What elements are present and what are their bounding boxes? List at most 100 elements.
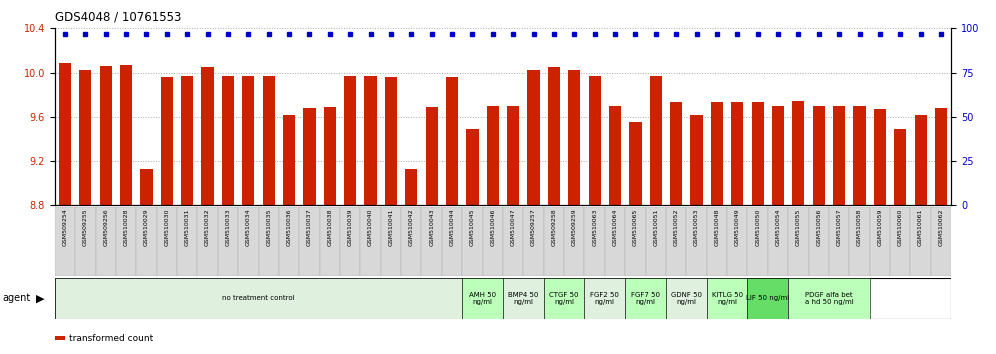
Bar — [589, 76, 601, 205]
Text: KITLG 50
ng/ml: KITLG 50 ng/ml — [711, 292, 743, 305]
Bar — [55, 207, 75, 276]
Text: GSM510041: GSM510041 — [388, 209, 393, 246]
Bar — [747, 278, 788, 319]
Bar — [605, 207, 625, 276]
Bar — [80, 70, 92, 205]
Bar — [544, 207, 564, 276]
Bar — [75, 207, 96, 276]
Bar — [503, 207, 523, 276]
Bar — [222, 76, 234, 205]
Bar — [645, 207, 666, 276]
Text: no treatment control: no treatment control — [222, 295, 295, 301]
Bar — [466, 129, 478, 205]
Text: GSM509256: GSM509256 — [104, 209, 109, 246]
Text: GSM510044: GSM510044 — [449, 209, 454, 246]
Bar — [792, 101, 805, 205]
Bar — [686, 207, 707, 276]
Bar — [609, 106, 622, 205]
Text: GSM510062: GSM510062 — [938, 209, 943, 246]
Text: GSM510036: GSM510036 — [287, 209, 292, 246]
Bar — [625, 207, 645, 276]
Bar — [666, 207, 686, 276]
Text: GSM510030: GSM510030 — [164, 209, 169, 246]
Text: GSM510046: GSM510046 — [490, 209, 495, 246]
Bar — [873, 109, 886, 205]
Text: GSM510050: GSM510050 — [755, 209, 760, 246]
Bar — [548, 67, 560, 205]
Bar — [324, 107, 336, 205]
Bar — [629, 122, 641, 205]
Bar — [384, 77, 397, 205]
Bar — [140, 169, 152, 205]
Bar — [890, 207, 910, 276]
Bar — [752, 102, 764, 205]
Text: FGF2 50
ng/ml: FGF2 50 ng/ml — [591, 292, 620, 305]
Bar — [829, 207, 850, 276]
Text: GSM510059: GSM510059 — [877, 209, 882, 246]
Bar — [813, 106, 825, 205]
Bar — [690, 115, 702, 205]
Bar — [727, 207, 747, 276]
Bar — [788, 278, 870, 319]
Bar — [503, 278, 544, 319]
Text: GSM510049: GSM510049 — [735, 209, 740, 246]
Bar — [136, 207, 156, 276]
Bar — [768, 207, 788, 276]
Bar — [854, 106, 866, 205]
Bar — [201, 67, 214, 205]
Bar — [568, 70, 581, 205]
Bar — [666, 278, 707, 319]
Bar — [304, 108, 316, 205]
Bar — [279, 207, 299, 276]
Bar — [116, 207, 136, 276]
Text: GSM510052: GSM510052 — [673, 209, 678, 246]
Bar — [380, 207, 401, 276]
Text: GSM510035: GSM510035 — [266, 209, 271, 246]
Bar — [156, 207, 177, 276]
Text: ▶: ▶ — [36, 293, 45, 303]
Bar — [181, 76, 193, 205]
Text: GSM510039: GSM510039 — [348, 209, 353, 246]
Bar — [238, 207, 259, 276]
Bar — [931, 207, 951, 276]
Text: GSM510032: GSM510032 — [205, 209, 210, 246]
Text: GSM510058: GSM510058 — [857, 209, 862, 246]
Text: GSM510057: GSM510057 — [837, 209, 842, 246]
Bar — [788, 207, 809, 276]
Text: GSM510045: GSM510045 — [470, 209, 475, 246]
Bar — [160, 77, 173, 205]
Text: GSM509257: GSM509257 — [531, 209, 536, 246]
Bar — [544, 278, 585, 319]
Bar — [401, 207, 421, 276]
Bar — [55, 336, 65, 340]
Bar — [197, 207, 218, 276]
Bar — [462, 207, 483, 276]
Text: GSM510060: GSM510060 — [897, 209, 902, 246]
Text: GSM510037: GSM510037 — [307, 209, 312, 246]
Bar — [365, 76, 376, 205]
Bar — [850, 207, 870, 276]
Bar — [96, 207, 116, 276]
Bar — [910, 207, 931, 276]
Bar — [523, 207, 544, 276]
Text: LIF 50 ng/ml: LIF 50 ng/ml — [746, 295, 790, 301]
Text: CTGF 50
ng/ml: CTGF 50 ng/ml — [550, 292, 579, 305]
Text: GSM510065: GSM510065 — [632, 209, 637, 246]
Bar — [507, 106, 519, 205]
Bar — [935, 108, 947, 205]
Bar — [340, 207, 361, 276]
Bar — [299, 207, 320, 276]
Bar — [707, 207, 727, 276]
Bar — [649, 76, 662, 205]
Bar — [242, 76, 254, 205]
Bar — [747, 207, 768, 276]
Text: GSM510029: GSM510029 — [144, 209, 149, 246]
Bar — [344, 76, 357, 205]
Text: GDNF 50
ng/ml: GDNF 50 ng/ml — [671, 292, 702, 305]
Text: FGF7 50
ng/ml: FGF7 50 ng/ml — [631, 292, 660, 305]
Bar — [218, 207, 238, 276]
Bar — [670, 102, 682, 205]
Text: GSM510054: GSM510054 — [776, 209, 781, 246]
Text: GSM510053: GSM510053 — [694, 209, 699, 246]
Bar — [914, 115, 926, 205]
